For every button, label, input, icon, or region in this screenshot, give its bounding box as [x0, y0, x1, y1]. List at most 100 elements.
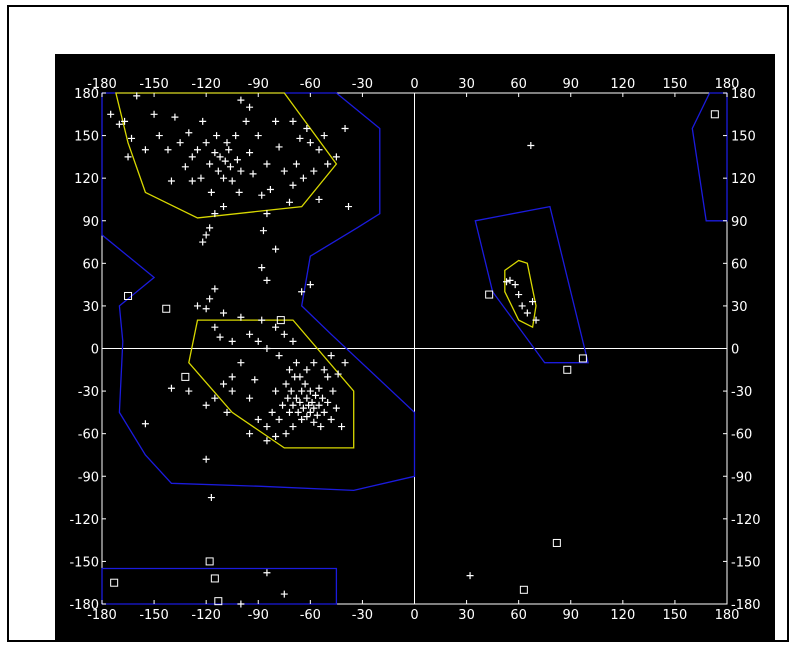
data-point-plus: [313, 411, 321, 419]
data-point-plus: [292, 160, 300, 168]
x-tick-label-bottom: 90: [562, 608, 579, 623]
data-point-plus: [318, 394, 326, 402]
data-point-plus: [310, 404, 318, 412]
data-point-plus: [263, 423, 271, 431]
data-point-square: [181, 372, 190, 381]
data-point-plus: [211, 323, 219, 331]
region-allowed-1: [474, 205, 589, 364]
data-point-plus: [298, 387, 306, 395]
y-tick-label-right: -60: [731, 428, 752, 443]
data-point-plus: [124, 153, 132, 161]
data-point-plus: [176, 139, 184, 147]
data-point-plus: [214, 167, 222, 175]
data-point-plus: [306, 387, 314, 395]
data-point-square: [210, 574, 219, 583]
data-point-plus: [466, 572, 474, 580]
x-tick-label-top: 150: [663, 77, 688, 92]
data-point-square: [110, 578, 119, 587]
data-point-plus: [202, 231, 210, 239]
data-point-plus: [272, 387, 280, 395]
data-point-plus: [225, 146, 233, 154]
data-point-plus: [518, 302, 526, 310]
y-tick-label-right: 0: [731, 343, 739, 358]
data-point-plus: [320, 132, 328, 140]
data-point-plus: [527, 142, 535, 150]
data-point-plus: [197, 174, 205, 182]
y-tick-label-left: 0: [91, 343, 99, 358]
data-point-plus: [263, 210, 271, 218]
data-point-plus: [237, 167, 245, 175]
data-point-plus: [306, 408, 314, 416]
data-point-plus: [532, 316, 540, 324]
data-point-plus: [121, 117, 129, 125]
data-point-plus: [254, 337, 262, 345]
data-point-plus: [237, 600, 245, 608]
data-point-plus: [332, 404, 340, 412]
y-tick-label-left: -60: [78, 428, 99, 443]
data-point-plus: [223, 139, 231, 147]
data-point-plus: [332, 153, 340, 161]
y-tick-label-right: 30: [731, 300, 748, 315]
data-point-plus: [133, 92, 141, 100]
x-tick-label-bottom: -150: [139, 608, 169, 623]
data-point-plus: [226, 163, 234, 171]
data-point-plus: [258, 316, 266, 324]
data-point-plus: [220, 309, 228, 317]
y-tick-label-right: 120: [731, 172, 756, 187]
data-point-plus: [263, 160, 271, 168]
data-point-plus: [181, 163, 189, 171]
data-point-plus: [228, 387, 236, 395]
y-tick-label-left: -30: [78, 385, 99, 400]
y-tick-label-left: 60: [82, 257, 99, 272]
data-point-plus: [237, 313, 245, 321]
x-tick-label-bottom: -30: [352, 608, 373, 623]
y-tick-label-right: -180: [731, 598, 761, 613]
data-point-plus: [289, 117, 297, 125]
y-tick-label-left: 90: [82, 215, 99, 230]
data-point-plus: [199, 238, 207, 246]
data-point-plus: [128, 134, 136, 142]
region-core-4: [115, 92, 338, 219]
data-point-plus: [258, 191, 266, 199]
y-tick-label-left: -180: [69, 598, 99, 613]
data-point-plus: [211, 394, 219, 402]
data-point-plus: [223, 408, 231, 416]
data-point-plus: [282, 430, 290, 438]
data-point-plus: [211, 210, 219, 218]
data-point-plus: [221, 157, 229, 165]
data-point-plus: [141, 420, 149, 428]
data-point-plus: [275, 143, 283, 151]
data-point-plus: [185, 129, 193, 137]
ramachandran-figure: -180 -180 -150 -150 -120 -120 -90 -90 -60 -60 -30-…: [55, 54, 775, 640]
data-point-plus: [211, 285, 219, 293]
data-point-plus: [272, 245, 280, 253]
data-point-plus: [263, 276, 271, 284]
x-tick-label-bottom: 180: [715, 608, 740, 623]
data-point-plus: [272, 323, 280, 331]
x-tick-label-bottom: -90: [248, 608, 269, 623]
data-point-plus: [303, 124, 311, 132]
data-point-plus: [296, 373, 304, 381]
data-point-plus: [275, 352, 283, 360]
y-tick-label-left: -150: [69, 555, 99, 570]
data-point-plus: [263, 569, 271, 577]
data-point-plus: [345, 203, 353, 211]
data-point-plus: [324, 373, 332, 381]
data-point-plus: [308, 398, 316, 406]
data-point-square: [485, 290, 494, 299]
x-tick-label-bottom: -180: [87, 608, 117, 623]
data-point-plus: [327, 415, 335, 423]
data-point-plus: [315, 195, 323, 203]
region-allowed-3: [101, 567, 338, 605]
x-tick-label-top: 90: [562, 77, 579, 92]
data-point-plus: [254, 415, 262, 423]
data-point-plus: [503, 278, 511, 286]
region-core-5: [188, 319, 355, 449]
data-point-plus: [206, 224, 214, 232]
data-point-plus: [310, 167, 318, 175]
x-tick-label-bottom: 60: [510, 608, 527, 623]
data-point-plus: [306, 281, 314, 289]
data-point-plus: [235, 188, 243, 196]
data-point-plus: [315, 384, 323, 392]
data-point-plus: [280, 330, 288, 338]
